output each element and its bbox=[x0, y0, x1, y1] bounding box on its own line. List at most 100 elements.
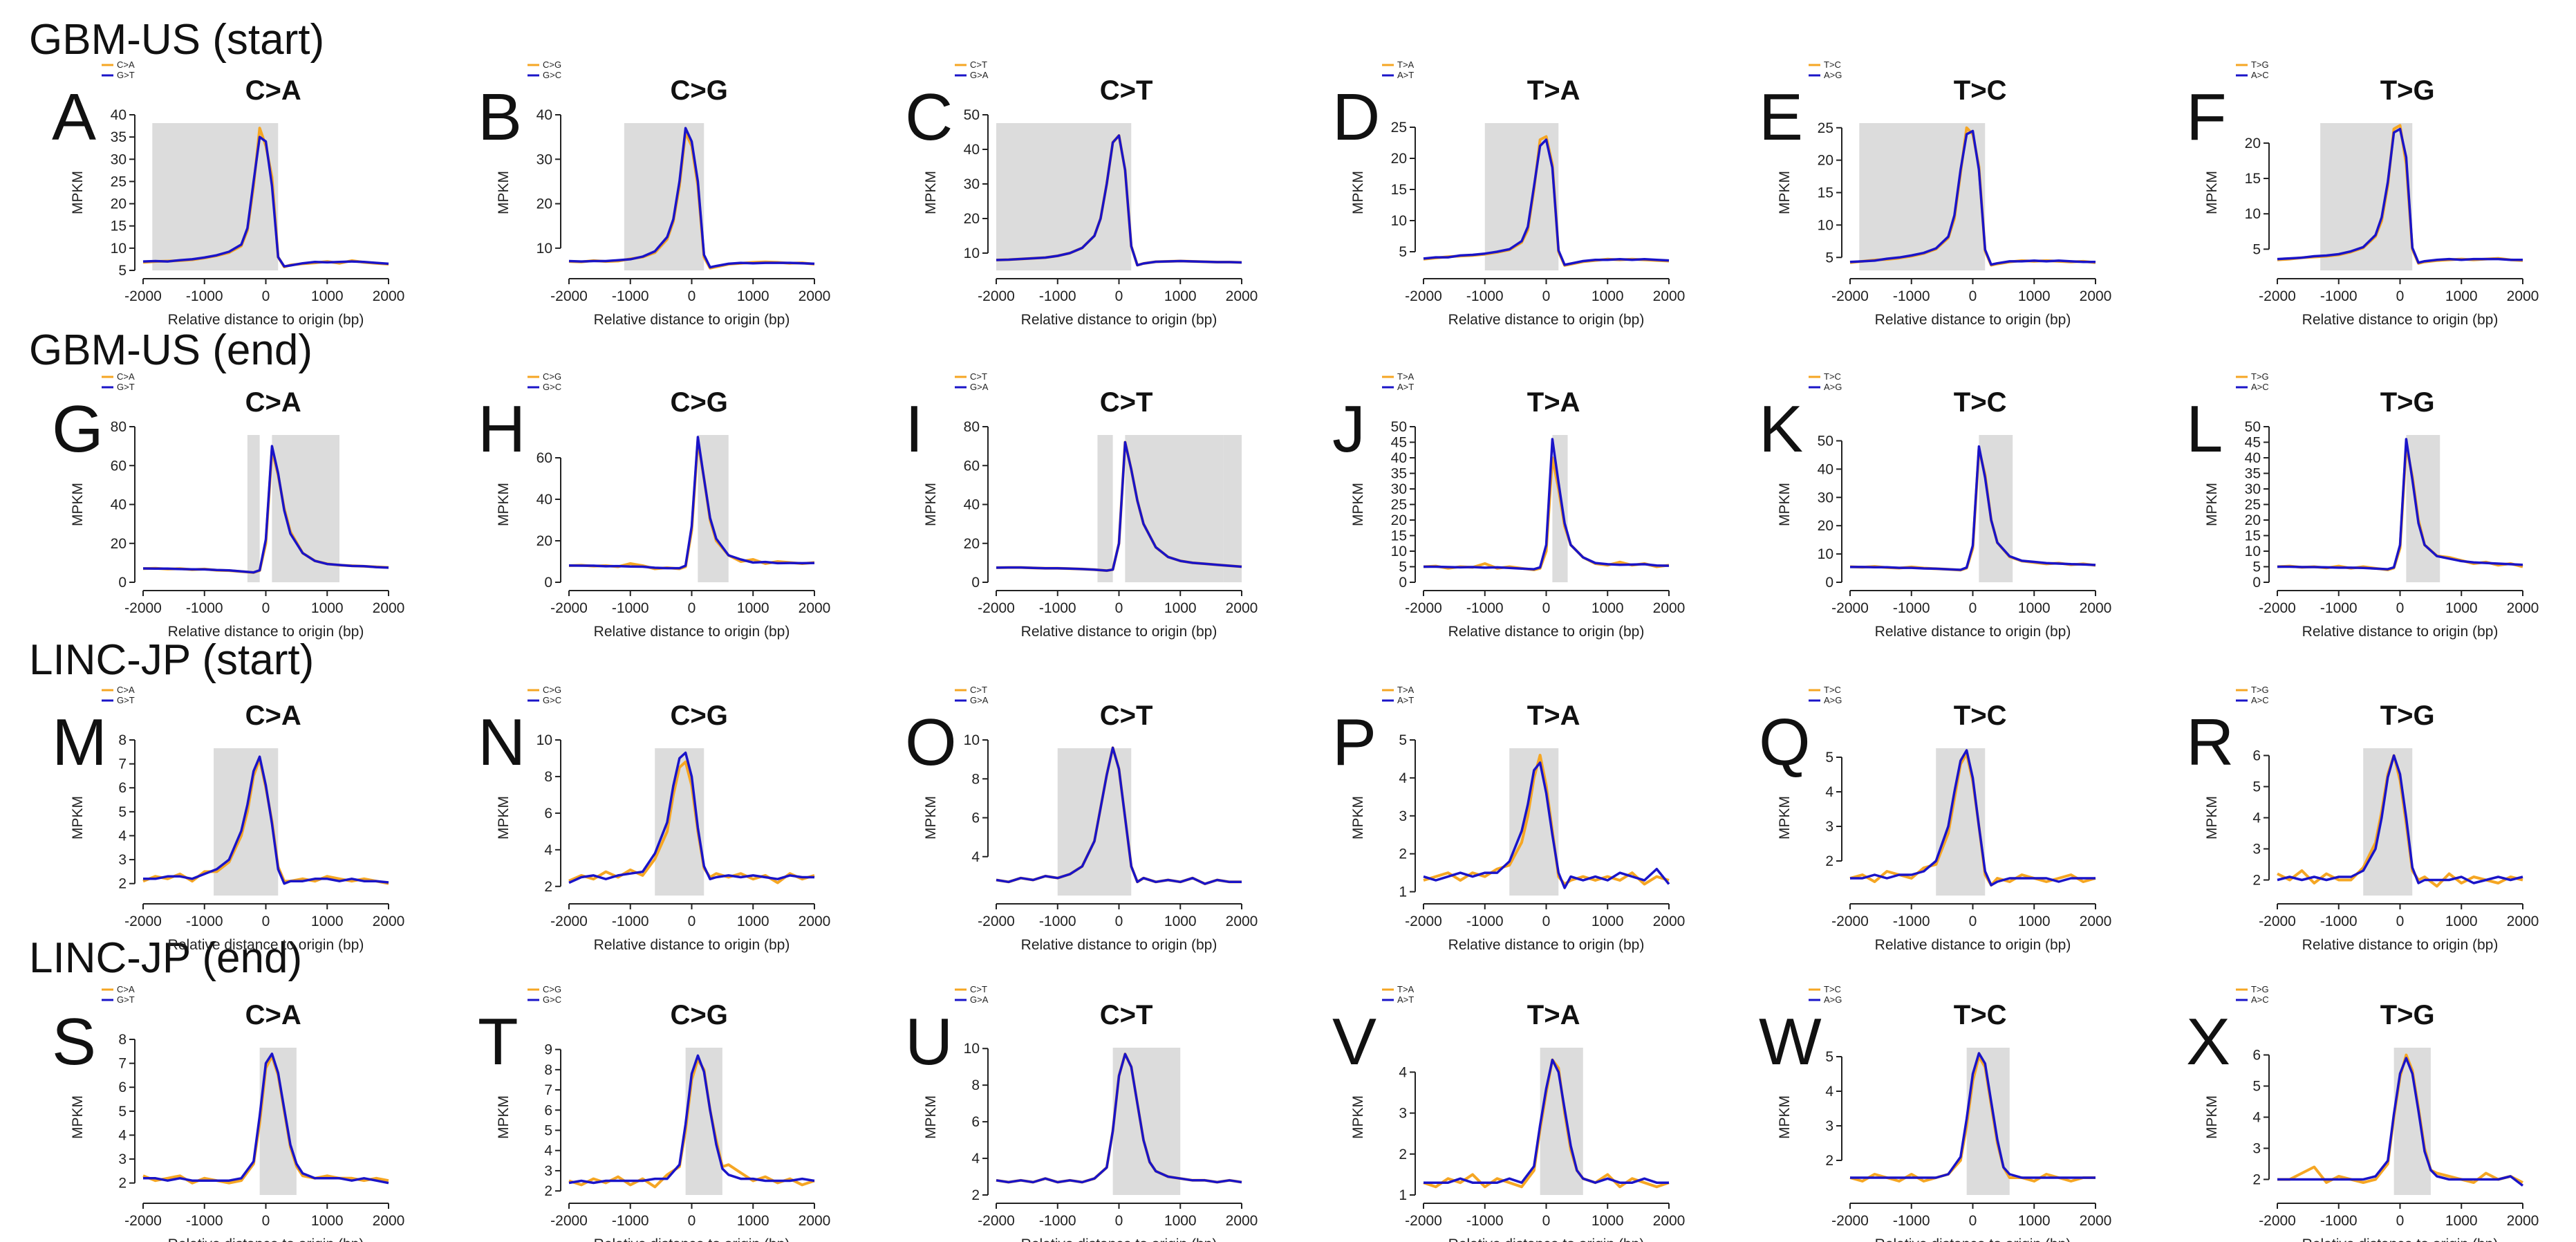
y-tick-label: 2 bbox=[1825, 1153, 1833, 1169]
y-tick-label: 7 bbox=[118, 1056, 127, 1072]
x-tick-label: -1000 bbox=[1893, 1213, 1930, 1229]
y-tick-label: 3 bbox=[544, 1163, 552, 1179]
y-axis-label: MPKM bbox=[1350, 171, 1366, 214]
y-tick-label: 8 bbox=[971, 771, 980, 787]
row-title-gbm-start: GBM-US (start) bbox=[29, 16, 324, 64]
y-axis-label: MPKM bbox=[70, 1095, 86, 1139]
legend-label: G>T bbox=[117, 994, 135, 1005]
y-tick-label: 10 bbox=[1818, 546, 1833, 562]
legend-label: C>G bbox=[543, 59, 561, 70]
y-tick-label: 2 bbox=[544, 879, 552, 895]
panel-letter: R bbox=[2186, 705, 2234, 779]
legend-label: A>T bbox=[1397, 382, 1414, 392]
x-tick-label: 2000 bbox=[799, 914, 831, 929]
y-tick-label: 10 bbox=[111, 241, 127, 257]
y-tick-label: 35 bbox=[111, 129, 127, 145]
y-axis-label: MPKM bbox=[1350, 483, 1366, 526]
series-line-ttoa bbox=[1423, 754, 1670, 886]
x-tick-label: 1000 bbox=[1164, 1213, 1197, 1229]
y-tick-label: 4 bbox=[2252, 810, 2261, 826]
legend-label: T>A bbox=[1397, 59, 1415, 70]
x-axis-label: Relative distance to origin (bp) bbox=[168, 624, 364, 640]
legend-label: A>G bbox=[1824, 994, 1842, 1005]
y-axis-label: MPKM bbox=[2204, 796, 2220, 840]
row-title-gbm-end: GBM-US (end) bbox=[29, 326, 312, 374]
y-tick-label: 6 bbox=[118, 780, 127, 796]
x-axis-label: Relative distance to origin (bp) bbox=[594, 624, 790, 640]
shaded-region bbox=[1859, 123, 1986, 270]
shaded-region bbox=[2406, 435, 2440, 582]
series-line-gtoa bbox=[996, 1053, 1242, 1184]
shaded-region bbox=[1936, 748, 1986, 896]
x-tick-label: -1000 bbox=[2320, 914, 2358, 929]
panel-title: C>G bbox=[670, 75, 727, 106]
legend-label: A>T bbox=[1397, 994, 1414, 1005]
y-tick-label: 30 bbox=[1818, 490, 1833, 506]
y-tick-label: 3 bbox=[1825, 1118, 1833, 1134]
x-tick-label: 0 bbox=[2396, 1213, 2405, 1229]
series-line-atot bbox=[1424, 1058, 1669, 1184]
x-tick-label: 2000 bbox=[799, 288, 831, 304]
y-tick-label: 10 bbox=[536, 732, 552, 748]
panel-title: C>A bbox=[245, 387, 301, 418]
series-line-atoc bbox=[2277, 127, 2523, 264]
x-tick-label: 2000 bbox=[2507, 1213, 2539, 1229]
x-tick-label: -1000 bbox=[612, 914, 649, 929]
x-tick-label: 1000 bbox=[1164, 600, 1197, 616]
x-tick-label: -1000 bbox=[1466, 600, 1504, 616]
shaded-region bbox=[2320, 123, 2413, 270]
y-tick-label: 20 bbox=[2245, 136, 2261, 151]
legend-label: A>T bbox=[1397, 70, 1414, 80]
y-tick-label: 0 bbox=[1399, 575, 1407, 591]
legend-label: G>T bbox=[117, 382, 135, 392]
panel-j: J T>AT>AA>T05101520253035404550MPKM-2000-… bbox=[1332, 371, 1685, 640]
x-axis-label: Relative distance to origin (bp) bbox=[1448, 624, 1645, 640]
panel-letter: U bbox=[905, 1005, 953, 1079]
y-tick-label: 20 bbox=[1818, 153, 1833, 169]
x-tick-label: -2000 bbox=[2259, 1213, 2296, 1229]
x-tick-label: -2000 bbox=[978, 600, 1015, 616]
x-tick-label: 1000 bbox=[1592, 288, 1624, 304]
y-tick-label: 10 bbox=[2245, 544, 2261, 559]
panel-title: T>A bbox=[1527, 701, 1580, 731]
x-tick-label: 2000 bbox=[799, 600, 831, 616]
x-tick-label: 1000 bbox=[737, 600, 769, 616]
x-tick-label: 2000 bbox=[2080, 600, 2112, 616]
y-tick-label: 5 bbox=[118, 804, 127, 820]
x-tick-label: -2000 bbox=[550, 1213, 588, 1229]
y-axis-label: MPKM bbox=[496, 796, 512, 840]
legend-label: C>T bbox=[970, 371, 987, 382]
legend-label: A>C bbox=[2251, 382, 2269, 392]
series-line-gtoa bbox=[996, 746, 1242, 885]
x-tick-label: 1000 bbox=[2445, 914, 2478, 929]
panel-letter: L bbox=[2186, 392, 2223, 466]
y-tick-label: 6 bbox=[971, 1114, 980, 1130]
x-tick-label: 2000 bbox=[1226, 600, 1258, 616]
x-tick-label: 1000 bbox=[2018, 600, 2051, 616]
x-tick-label: 2000 bbox=[2507, 600, 2539, 616]
y-tick-label: 5 bbox=[2252, 559, 2261, 575]
series-line-gtoa bbox=[996, 134, 1242, 267]
x-tick-label: 0 bbox=[1969, 914, 1977, 929]
series-line-atot bbox=[1423, 761, 1670, 889]
x-tick-label: -1000 bbox=[1039, 914, 1076, 929]
series-line-atog bbox=[1850, 749, 2096, 887]
shaded-region bbox=[1097, 435, 1113, 582]
x-axis-label: Relative distance to origin (bp) bbox=[1021, 1236, 1217, 1242]
x-tick-label: 2000 bbox=[1226, 1213, 1258, 1229]
series-line-atog bbox=[1850, 1052, 2096, 1179]
x-tick-label: 1000 bbox=[1592, 914, 1624, 929]
y-axis-label: MPKM bbox=[70, 171, 86, 214]
shaded-region bbox=[698, 435, 729, 582]
x-tick-label: 1000 bbox=[2018, 288, 2051, 304]
x-tick-label: -1000 bbox=[1893, 288, 1930, 304]
y-tick-label: 60 bbox=[536, 450, 552, 466]
panel-letter: G bbox=[52, 392, 104, 466]
panel-v: VT>AT>AA>T1234MPKM-2000-1000010002000Rel… bbox=[1332, 984, 1685, 1242]
panel-title: C>A bbox=[245, 75, 301, 106]
x-tick-label: -1000 bbox=[1893, 914, 1930, 929]
y-tick-label: 4 bbox=[118, 1127, 127, 1143]
y-tick-label: 15 bbox=[1391, 528, 1407, 544]
